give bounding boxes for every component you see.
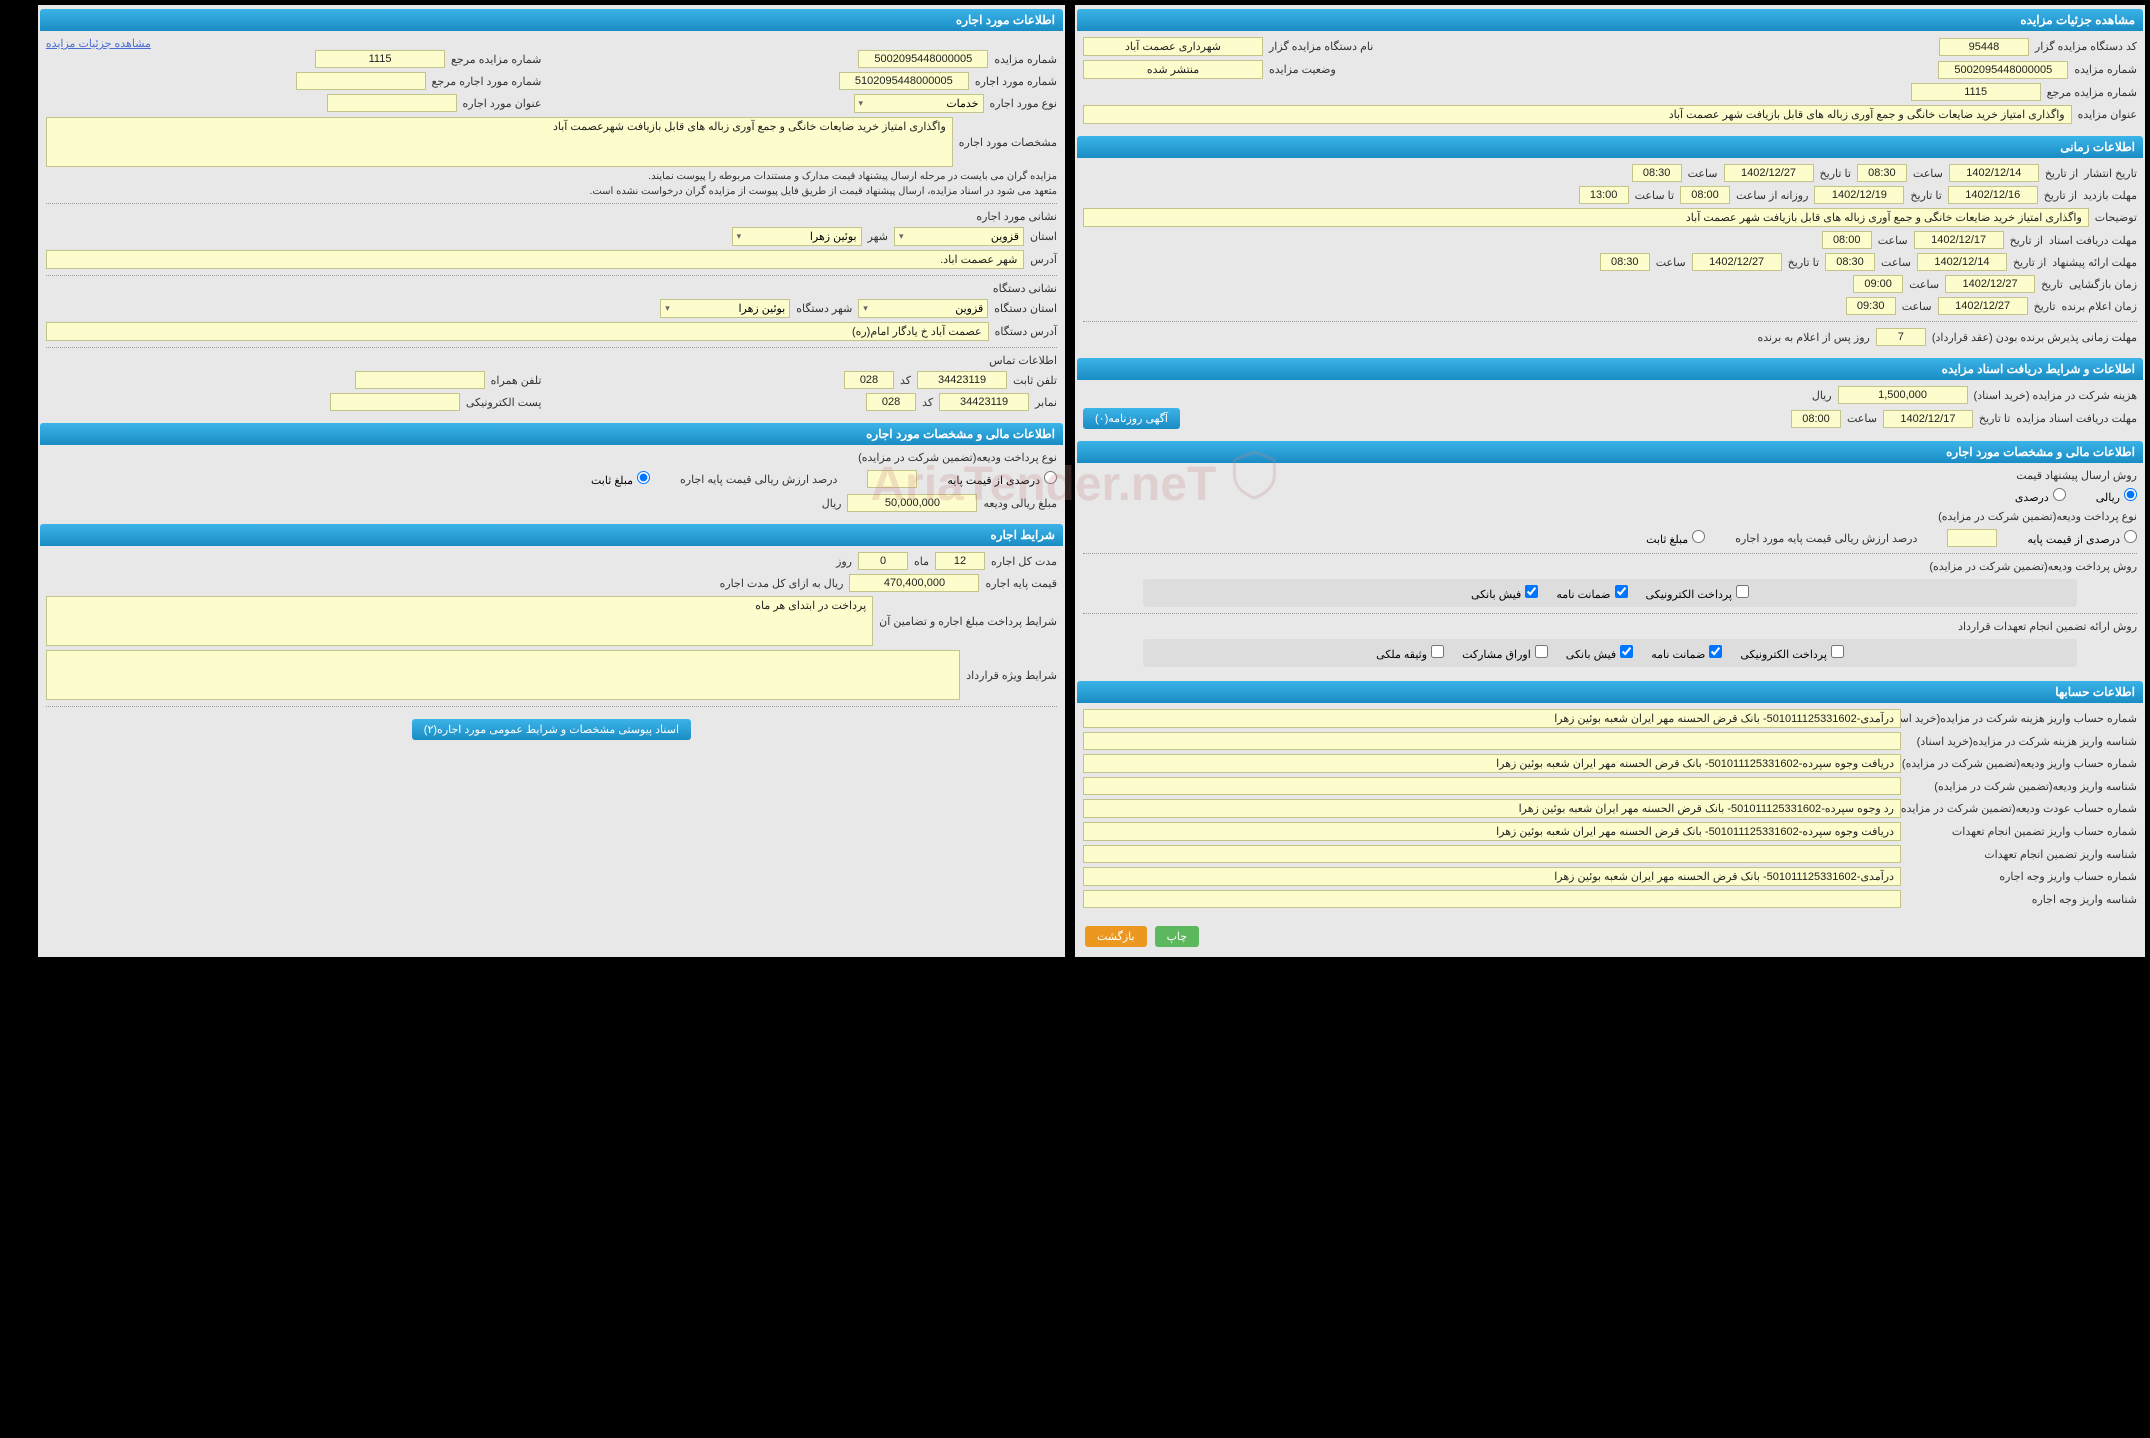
chevron-down-icon: ▾ — [899, 231, 904, 242]
auction-details-header: مشاهده جزئیات مزایده — [1077, 9, 2143, 31]
chevron-down-icon: ▾ — [665, 303, 670, 314]
percent-radio[interactable]: درصدی — [2015, 488, 2066, 504]
rent-terms-header: شرایط اجاره — [40, 524, 1063, 546]
contract-guarantee-label: روش ارائه تضمین انجام تعهدات قرارداد — [1958, 620, 2137, 633]
auction-num-label: شماره مزایده — [2074, 63, 2137, 76]
rent-info-body: مشاهده جزئیات مزایده شماره مزایده5002095… — [40, 31, 1063, 421]
auction-num-field: 5002095448000005 — [1938, 61, 2068, 79]
deposit-payment-label: روش پرداخت ودیعه(تضمین شرکت در مزایده) — [1929, 560, 2137, 573]
fixed-radio2[interactable]: مبلغ ثابت — [591, 471, 650, 487]
electronic-check[interactable]: پرداخت الکترونیکی — [1646, 585, 1750, 601]
rent-terms-body: مدت کل اجاره 12 ماه 0 روز قیمت پایه اجار… — [40, 546, 1063, 752]
guarantee-check[interactable]: ضمانت نامه — [1556, 585, 1627, 601]
winner-label: زمان اعلام برنده — [2062, 300, 2137, 313]
accounts-header: اطلاعات حسابها — [1077, 681, 2143, 703]
bankreceipt-check[interactable]: فیش بانکی — [1471, 585, 1538, 601]
print-button[interactable]: چاپ — [1155, 926, 1200, 947]
rent-info-header: اطلاعات مورد اجاره — [40, 9, 1063, 31]
time-info-body: تاریخ انتشار از تاریخ 1402/12/14 ساعت 08… — [1077, 158, 2143, 356]
main-container: مشاهده جزئیات مزایده کد دستگاه مزایده گز… — [0, 0, 2150, 962]
org-name-label: نام دستگاه مزایده گزار — [1269, 40, 1373, 53]
price-method-label: روش ارسال پیشنهاد قیمت — [2016, 469, 2137, 482]
org-code-field: 95448 — [1939, 38, 2029, 56]
doc-deadline-label: مهلت دریافت اسناد — [2049, 234, 2137, 247]
back-button[interactable]: بازگشت — [1085, 926, 1147, 947]
org-province-select[interactable]: قزوین▾ — [858, 299, 988, 318]
fee-label: هزینه شرکت در مزایده (خرید اسناد) — [1974, 389, 2137, 402]
pct-base-radio[interactable]: درصدی از قیمت پایه — [2027, 530, 2137, 546]
proposal-label: مهلت ارائه پیشنهاد — [2052, 256, 2137, 269]
title-field: واگذاری امتیاز خرید ضایعات خانگی و جمع آ… — [1083, 105, 2072, 124]
pct-base-radio2[interactable]: درصدی از قیمت پایه — [947, 471, 1057, 487]
docs-button[interactable]: اسناد پیوستی مشخصات و شرایط عمومی مورد ا… — [412, 719, 691, 740]
time-info-header: اطلاعات زمانی — [1077, 136, 2143, 158]
city-select[interactable]: بوئین زهرا▾ — [732, 227, 862, 246]
fixed-radio[interactable]: مبلغ ثابت — [1646, 530, 1705, 546]
deposit-method-label: نوع پرداخت ودیعه(تضمین شرکت در مزایده) — [1938, 510, 2137, 523]
financial-header: اطلاعات مالی و مشخصات مورد اجاره — [1077, 441, 2143, 463]
ref-num-field: 1115 — [1911, 83, 2041, 101]
rent-type-select[interactable]: خدمات▾ — [854, 94, 984, 113]
auction-details-body: کد دستگاه مزایده گزار 95448 نام دستگاه م… — [1077, 31, 2143, 134]
chevron-down-icon: ▾ — [737, 231, 742, 242]
visit-note-label: توضیحات — [2095, 211, 2137, 224]
chevron-down-icon: ▾ — [863, 303, 868, 314]
title-label: عنوان مزایده — [2078, 108, 2137, 121]
org-city-select[interactable]: بوئین زهرا▾ — [660, 299, 790, 318]
accounts-body: شماره حساب واریز هزینه شرکت در مزایده(خر… — [1077, 703, 2143, 918]
chevron-down-icon: ▾ — [859, 98, 864, 109]
financial-body: روش ارسال پیشنهاد قیمت ریالی درصدی نوع پ… — [1077, 463, 2143, 679]
status-field: منتشر شده — [1083, 60, 1263, 79]
newspaper-button[interactable]: آگهی روزنامه(۰) — [1083, 408, 1180, 429]
doc-terms-header: اطلاعات و شرایط دریافت اسناد مزایده — [1077, 358, 2143, 380]
org-name-field: شهرداری عصمت آباد — [1083, 37, 1263, 56]
view-details-link[interactable]: مشاهده جزئیات مزایده — [46, 38, 151, 50]
doc-terms-body: هزینه شرکت در مزایده (خرید اسناد) 1,500,… — [1077, 380, 2143, 439]
visit-label: مهلت بازدید — [2083, 189, 2137, 202]
ref-num-label: شماره مزایده مرجع — [2047, 86, 2137, 99]
right-panel: مشاهده جزئیات مزایده کد دستگاه مزایده گز… — [1075, 5, 2145, 957]
rial-radio[interactable]: ریالی — [2096, 488, 2137, 504]
publish-label: تاریخ انتشار — [2084, 167, 2137, 180]
contract-deadline-label: مهلت زمانی پذیرش برنده بودن (عقد قرارداد… — [1932, 331, 2137, 344]
opening-label: زمان بازگشایی — [2069, 278, 2137, 291]
province-select[interactable]: قزوین▾ — [894, 227, 1024, 246]
org-code-label: کد دستگاه مزایده گزار — [2035, 40, 2137, 53]
left-panel: اطلاعات مورد اجاره مشاهده جزئیات مزایده … — [38, 5, 1065, 957]
financial-rent-body: نوع پرداخت ودیعه(تضمین شرکت در مزایده) د… — [40, 445, 1063, 522]
financial-rent-header: اطلاعات مالی و مشخصات مورد اجاره — [40, 423, 1063, 445]
doc-deadline-label2: مهلت دریافت اسناد مزایده — [2016, 412, 2137, 425]
status-label: وضعیت مزایده — [1269, 63, 1336, 76]
